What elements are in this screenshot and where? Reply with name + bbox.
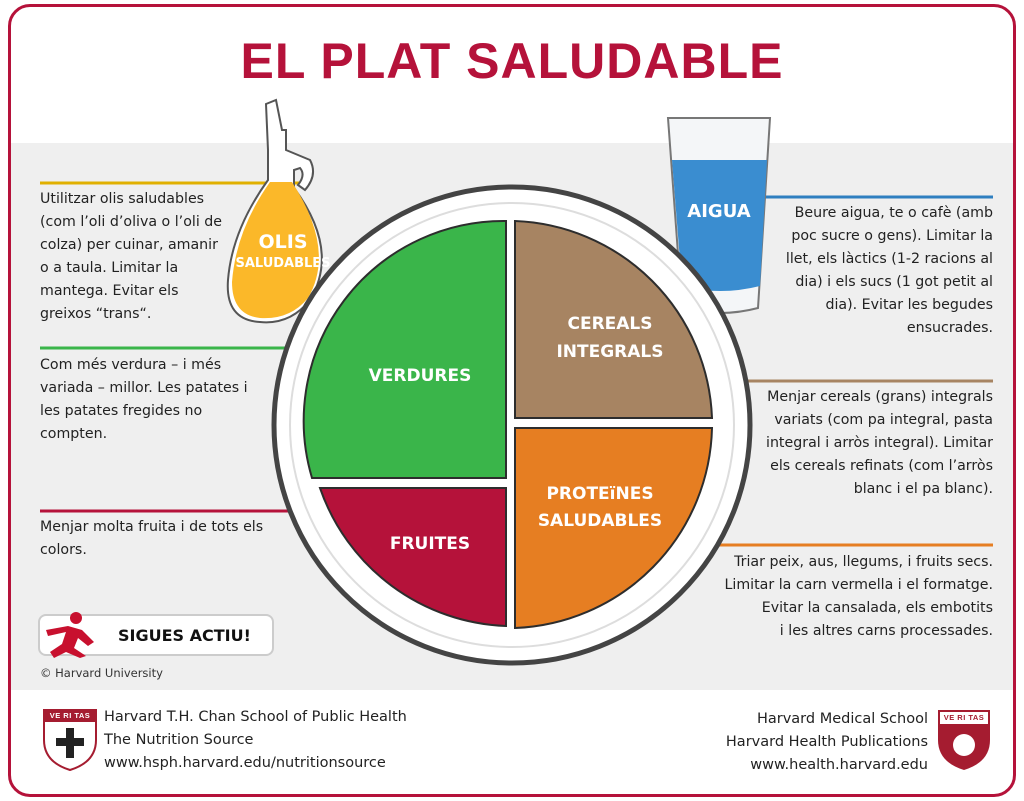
grains-section	[514, 219, 714, 419]
hms-shield-icon	[938, 710, 990, 770]
footer-right: Harvard Medical School Harvard Health Pub…	[620, 708, 928, 777]
vegetables-section	[302, 219, 507, 479]
hms-shield-motto: VE RI TAS	[943, 713, 985, 722]
vegetables-text: Com més verdura – i més variada – millor.…	[40, 357, 248, 442]
grains-label: CEREALS	[567, 314, 653, 334]
fruits-text: Menjar molta fruita i de tots els colors.	[40, 519, 264, 558]
health-link[interactable]: www.health.harvard.edu	[750, 757, 928, 773]
protein-label: PROTEïNES	[546, 484, 654, 504]
water-label: AIGUA	[687, 201, 751, 222]
runner-icon	[46, 612, 94, 658]
oils-label: OLIS	[258, 231, 308, 253]
oil-bottle-icon	[226, 98, 323, 324]
protein-section	[514, 427, 714, 630]
protein-label-2: SALUDABLES	[537, 511, 663, 531]
fruits-section	[318, 487, 507, 628]
fruits-label: FRUITES	[389, 534, 471, 554]
protein-text: Triar peix, aus, llegums, i fruits secs.…	[724, 554, 994, 639]
grains-label-2: INTEGRALS	[556, 342, 664, 362]
grains-text: Menjar cereals (grans) integrals variats …	[766, 389, 993, 497]
hsph-shield-motto: VE RI TAS	[49, 711, 91, 720]
oils-text: Utilitzar olis saludables (com l’oli d’ol…	[40, 191, 222, 322]
footer-left: Harvard T.H. Chan School of Public Healt…	[104, 706, 407, 775]
water-text: Beure aigua, te o cafè (amb poc sucre o g…	[785, 205, 993, 336]
page-title: EL PLAT SALUDABLE	[240, 33, 784, 89]
oils-label-2: SALUDABLES	[235, 256, 331, 271]
copyright: © Harvard University	[40, 666, 163, 680]
hsph-shield-icon	[43, 709, 97, 772]
hsph-link[interactable]: www.hsph.harvard.edu/nutritionsource	[104, 755, 386, 771]
vegetables-label: VERDURES	[368, 366, 472, 386]
